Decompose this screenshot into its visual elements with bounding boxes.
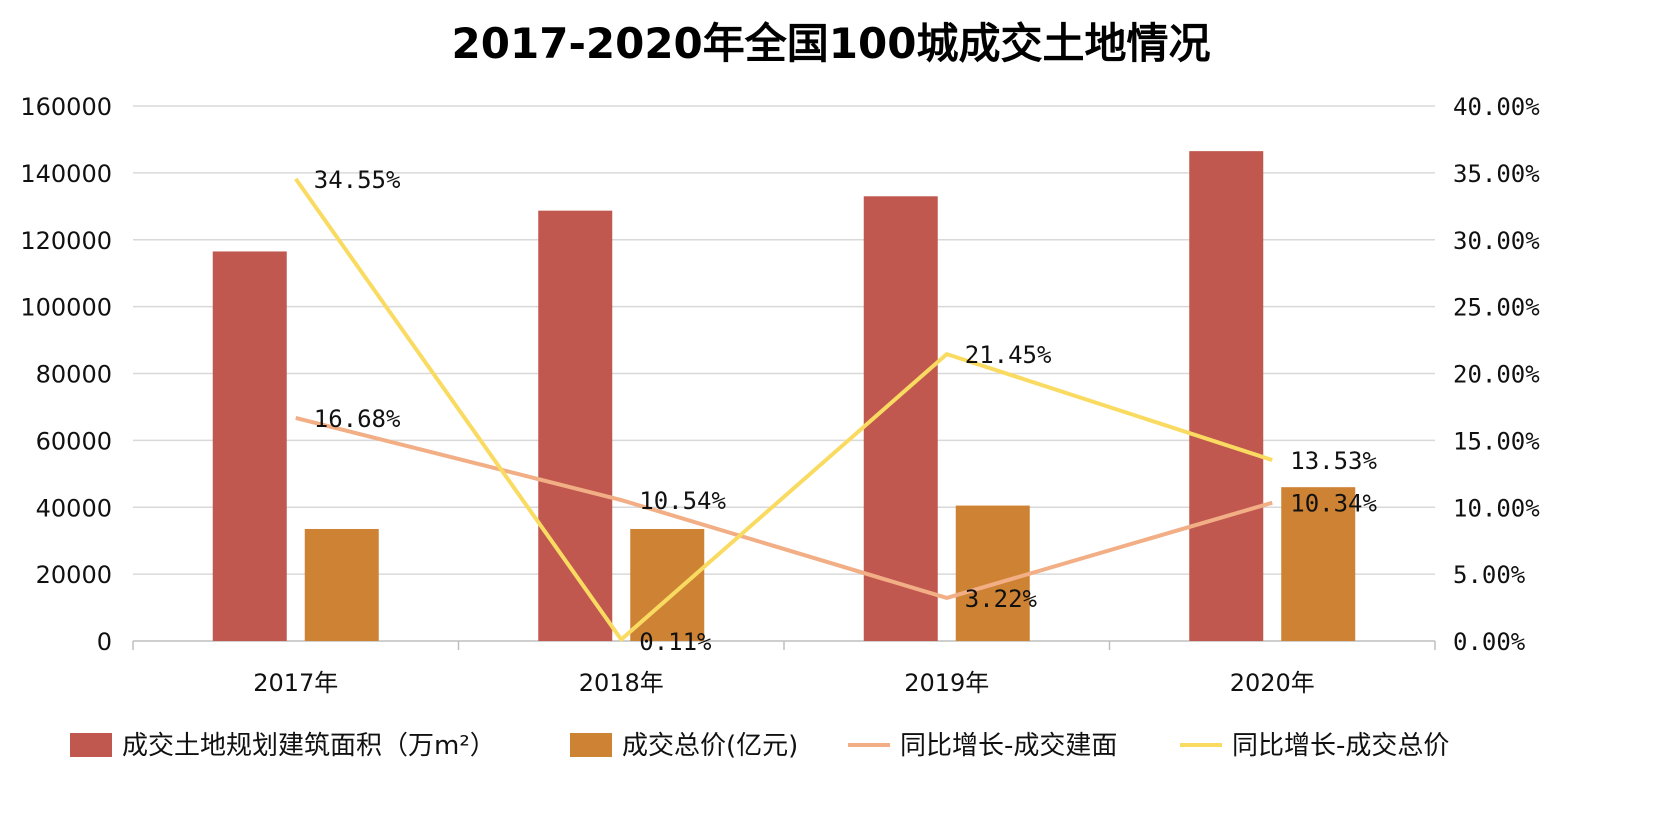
- bar: [212, 251, 287, 641]
- data-label: 0.11%: [639, 628, 712, 656]
- y2-tick-label: 10.00%: [1453, 494, 1540, 522]
- y-tick-label: 40000: [36, 494, 112, 522]
- y2-tick-label: 35.00%: [1453, 160, 1540, 188]
- x-tick-label: 2017年: [253, 669, 338, 697]
- x-tick-label: 2018年: [579, 669, 664, 697]
- data-label: 13.53%: [1290, 447, 1377, 475]
- y-tick-label: 60000: [36, 427, 112, 455]
- bar: [1189, 151, 1264, 641]
- series-line: [294, 177, 1273, 642]
- chart-title: 2017-2020年全国100城成交土地情况: [452, 19, 1211, 68]
- data-label: 3.22%: [965, 585, 1038, 613]
- y2-tick-label: 25.00%: [1453, 294, 1540, 322]
- lines: [294, 177, 1273, 642]
- y2-tick-label: 15.00%: [1453, 427, 1540, 455]
- y2-tick-label: 0.00%: [1453, 628, 1526, 656]
- y-tick-label: 100000: [20, 294, 112, 322]
- data-label: 34.55%: [314, 166, 401, 194]
- x-tick-label: 2019年: [904, 669, 989, 697]
- legend-swatch: [70, 733, 112, 757]
- bar: [538, 210, 613, 642]
- y-tick-label: 80000: [36, 361, 112, 389]
- y2-tick-label: 5.00%: [1453, 561, 1526, 589]
- y-tick-label: 20000: [36, 561, 112, 589]
- data-label: 16.68%: [314, 405, 401, 433]
- bar: [955, 505, 1030, 641]
- y2-tick-label: 20.00%: [1453, 361, 1540, 389]
- data-label: 21.45%: [965, 341, 1052, 369]
- gridlines: [133, 105, 1435, 575]
- x-tick-label: 2020年: [1230, 669, 1315, 697]
- axes: 0 20000 40000 60000 80000 100000 120000 140000 1…: [20, 93, 1540, 697]
- data-label: 10.54%: [639, 487, 726, 515]
- y-tick-label: 0: [97, 628, 112, 656]
- y2-tick-label: 30.00%: [1453, 227, 1540, 255]
- legend-label: 成交土地规划建筑面积（万m²）: [122, 731, 496, 761]
- y2-tick-label: 40.00%: [1453, 93, 1540, 121]
- y-tick-label: 160000: [20, 93, 112, 121]
- data-labels: 16.68% 10.54% 3.22% 10.34% 34.55% 0.11% 21.45%…: [314, 166, 1378, 656]
- legend-label: 同比增长-成交总价: [1232, 731, 1449, 761]
- bars: [212, 151, 1356, 642]
- y-tick-label: 120000: [20, 227, 112, 255]
- data-label: 10.34%: [1290, 490, 1377, 518]
- bar: [1281, 487, 1356, 641]
- y-tick-label: 140000: [20, 160, 112, 188]
- legend: 成交土地规划建筑面积（万m²） 成交总价(亿元) 同比增长-成交建面 同比增长-成交总…: [70, 731, 1449, 761]
- legend-label: 成交总价(亿元): [622, 731, 798, 761]
- bar: [304, 528, 379, 641]
- series-line: [295, 415, 1273, 600]
- legend-label: 同比增长-成交建面: [900, 731, 1117, 761]
- legend-swatch: [570, 733, 612, 757]
